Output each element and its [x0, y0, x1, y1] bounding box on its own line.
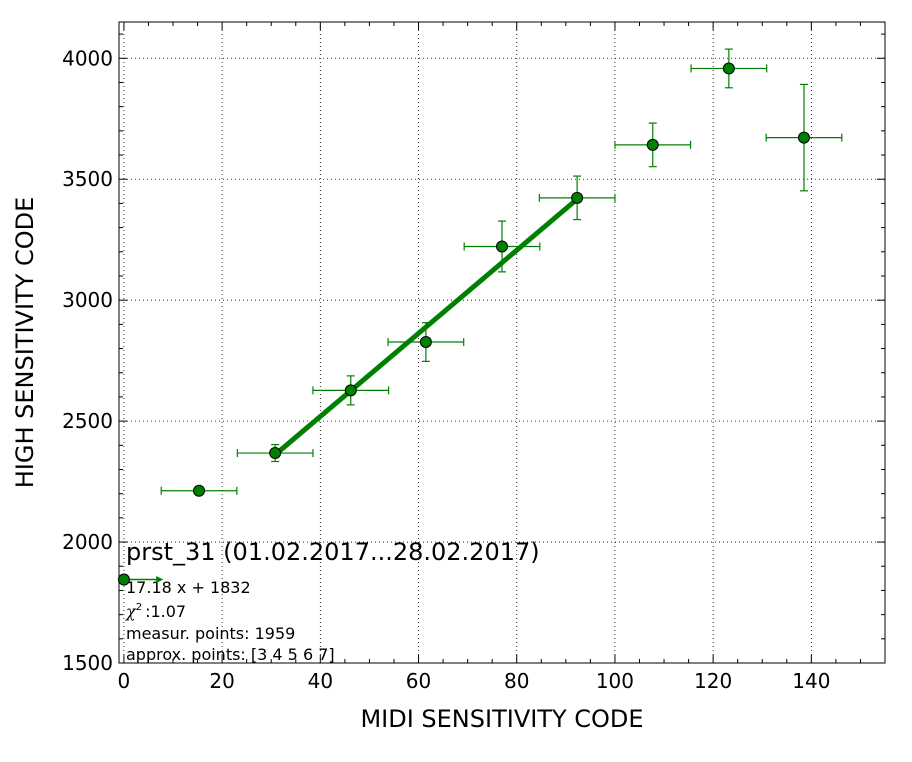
fit-line — [273, 197, 579, 457]
x-tick-label: 60 — [406, 669, 431, 693]
y-tick-label: 2500 — [62, 409, 113, 433]
fit-equation: 17.18 x + 1832 — [126, 578, 251, 597]
plot-frame — [118, 21, 886, 664]
data-point — [797, 131, 810, 144]
y-axis-label: HIGH SENSITIVITY CODE — [11, 197, 39, 489]
data-point — [571, 191, 584, 204]
origin-arrow-head — [156, 576, 164, 584]
y-tick-label: 3000 — [62, 288, 113, 312]
data-point — [646, 138, 659, 151]
x-tick-label: 100 — [596, 669, 634, 693]
data-point — [269, 447, 282, 460]
tick-labels: 0 20 40 60 80 100 120 140 1500 2000 2500 3000 3500 40… — [62, 46, 830, 693]
chart-title: prst_31 (01.02.2017...28.02.2017) — [126, 538, 540, 566]
x-tick-label: 0 — [118, 669, 131, 693]
y-tick-label: 4000 — [62, 46, 113, 70]
fit-line-group — [273, 197, 579, 457]
x-tick-label: 20 — [209, 669, 234, 693]
chi-symbol: χ — [125, 602, 137, 621]
minor-ticks — [119, 22, 885, 664]
x-tick-label: 80 — [504, 669, 529, 693]
x-axis-label: MIDI SENSITIVITY CODE — [360, 705, 643, 733]
x-tick-label: 140 — [792, 669, 830, 693]
data-point — [722, 62, 735, 75]
measured-points-label: measur. points: 1959 — [126, 624, 295, 643]
chi-square-label: χ2:1.07 — [125, 602, 186, 621]
chi-exponent: 2 — [136, 602, 142, 613]
origin-marker-group — [117, 573, 164, 586]
origin-marker — [117, 573, 130, 586]
x-tick-label: 40 — [308, 669, 333, 693]
chi-value: :1.07 — [145, 602, 186, 621]
data-point — [419, 336, 432, 349]
y-tick-label: 2000 — [62, 530, 113, 554]
data-markers — [193, 62, 810, 497]
approx-points-label: approx. points: [3 4 5 6 7] — [126, 645, 335, 664]
y-tick-label: 3500 — [62, 167, 113, 191]
data-point — [496, 240, 508, 253]
data-point — [344, 384, 357, 397]
data-point — [193, 484, 206, 497]
x-tick-label: 120 — [694, 669, 732, 693]
y-tick-label: 1500 — [62, 651, 113, 675]
